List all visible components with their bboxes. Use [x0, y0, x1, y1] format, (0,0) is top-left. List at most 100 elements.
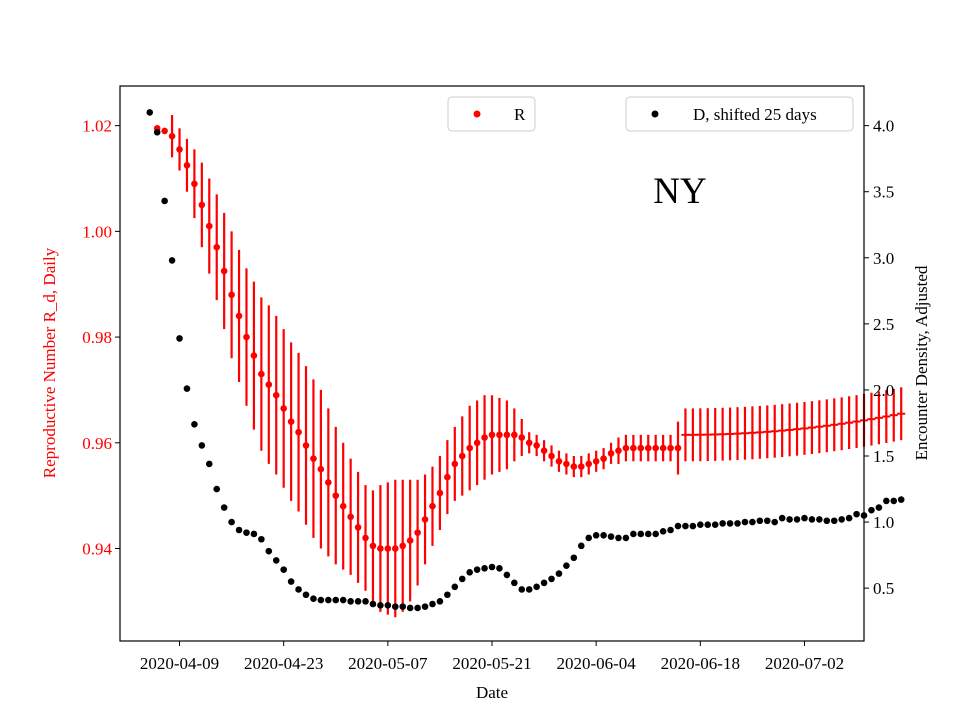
d-point — [726, 520, 734, 527]
right-tick-label: 1.0 — [873, 513, 894, 532]
d-point — [153, 128, 161, 136]
legend-d: D, shifted 25 days — [625, 96, 854, 132]
r-point — [406, 537, 414, 544]
r-tail-mark — [740, 432, 749, 435]
d-point — [369, 600, 377, 608]
d-point — [183, 385, 191, 392]
r-point — [354, 524, 362, 531]
d-point — [377, 602, 384, 609]
d-point — [652, 530, 659, 538]
r-point — [391, 545, 399, 552]
r-point — [228, 291, 235, 299]
legend-d-frame — [625, 96, 854, 132]
d-point — [384, 602, 392, 609]
legend-r-label: R — [514, 105, 526, 124]
r-point — [518, 434, 526, 441]
x-tick-label: 2020-06-18 — [661, 654, 740, 673]
x-axis-label: Date — [476, 683, 508, 702]
r-point — [555, 457, 563, 465]
x-axis: 2020-04-09 2020-04-23 2020-05-07 2020-05-21… — [140, 641, 844, 673]
left-y-axis-label: Reproductive Number R_d, Daily — [40, 247, 59, 478]
right-tick-label: 1.5 — [873, 447, 894, 466]
legend-d-label: D, shifted 25 days — [693, 105, 817, 124]
r-point — [347, 513, 354, 521]
d-point — [600, 531, 607, 539]
d-point — [741, 518, 749, 526]
d-point — [198, 442, 206, 449]
d-point — [235, 526, 243, 534]
legend-r: R — [447, 96, 536, 132]
left-y-axis: 0.94 0.96 0.98 1.00 1.02 — [82, 117, 120, 559]
d-point — [511, 579, 518, 587]
r-tail-mark — [874, 416, 883, 419]
r-tail-mark — [778, 429, 787, 432]
r-point — [220, 267, 228, 275]
d-point — [354, 598, 362, 605]
r-point — [265, 381, 273, 388]
r-point — [622, 444, 630, 452]
d-point — [630, 530, 637, 538]
x-tick-label: 2020-05-07 — [348, 654, 428, 673]
d-point — [563, 562, 570, 569]
d-point — [637, 530, 645, 538]
d-point — [339, 596, 347, 604]
d-point — [682, 522, 689, 530]
r-point — [659, 444, 667, 452]
d-point — [749, 518, 756, 526]
r-tail-mark — [807, 426, 816, 429]
r-point — [280, 405, 287, 412]
d-point — [540, 579, 548, 587]
d-point — [674, 522, 682, 530]
r-tail-mark — [711, 433, 720, 436]
left-tick-label: 0.94 — [82, 540, 112, 559]
r-point — [540, 447, 548, 455]
d-point — [243, 529, 250, 536]
d-point — [250, 530, 258, 538]
r-series — [153, 115, 906, 618]
d-point — [801, 514, 808, 522]
r-point — [258, 370, 265, 378]
r-tail-mark — [770, 430, 779, 433]
d-point — [399, 603, 407, 610]
d-point — [466, 568, 473, 576]
d-point — [845, 514, 853, 522]
r-tail-mark — [852, 420, 861, 423]
d-point — [778, 514, 786, 522]
r-tail-mark — [703, 433, 712, 436]
r-point — [637, 444, 645, 452]
d-point — [548, 575, 555, 583]
r-point — [548, 452, 555, 460]
r-point — [436, 489, 444, 497]
d-point — [362, 598, 369, 605]
d-point — [697, 521, 704, 529]
d-point — [347, 598, 354, 605]
r-point — [243, 333, 250, 341]
x-tick-label: 2020-06-04 — [556, 654, 636, 673]
d-point — [577, 542, 585, 550]
d-point — [786, 516, 793, 523]
r-point — [399, 542, 407, 550]
legend-r-marker — [473, 110, 481, 118]
d-point — [555, 570, 563, 577]
d-point — [161, 197, 168, 205]
r-point — [317, 465, 325, 473]
r-tail-mark — [822, 424, 831, 427]
d-point — [533, 583, 540, 591]
r-point — [429, 502, 436, 510]
d-point — [310, 595, 317, 603]
d-point — [332, 596, 340, 604]
chart-annotation: NY — [653, 171, 706, 212]
r-point — [458, 452, 466, 460]
right-y-axis-label: Encounter Density, Adjusted — [912, 265, 931, 460]
d-point — [868, 506, 875, 514]
d-point — [258, 535, 265, 543]
legend-r-frame — [447, 96, 536, 132]
d-point — [488, 563, 496, 571]
r-point — [577, 463, 585, 470]
r-point — [161, 127, 168, 135]
r-point — [235, 312, 243, 320]
d-point — [496, 565, 503, 572]
r-point — [481, 434, 488, 441]
d-point — [667, 526, 674, 534]
r-point — [295, 428, 302, 436]
